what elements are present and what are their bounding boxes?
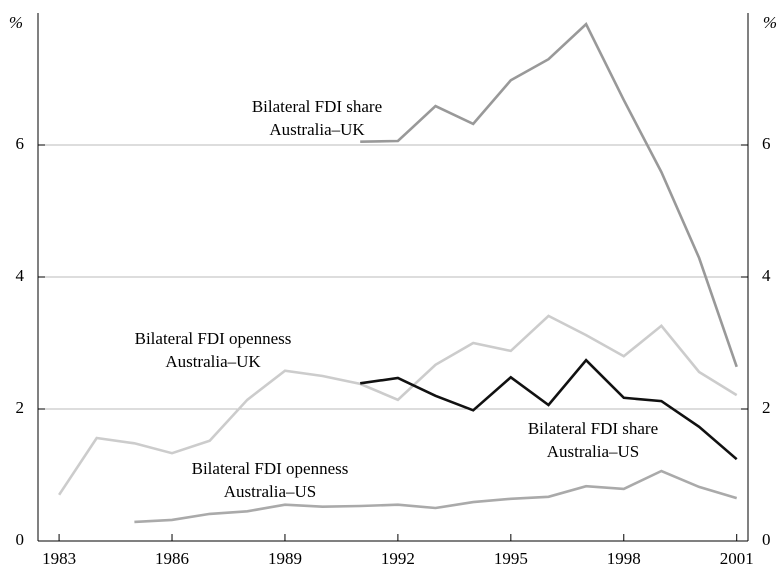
series-label: Australia–US [224, 482, 317, 501]
y-tick-label: 0 [16, 530, 25, 549]
y-tick-label: 6 [16, 134, 25, 153]
x-tick-label: 1986 [155, 549, 189, 568]
y2-tick-label: 2 [762, 398, 771, 417]
y2-tick-label: 6 [762, 134, 771, 153]
series-label: Australia–UK [269, 120, 365, 139]
x-tick-label: 2001 [720, 549, 754, 568]
x-tick-label: 1998 [607, 549, 641, 568]
y-axis-label: % [9, 13, 23, 32]
series-label: Bilateral FDI openness [135, 329, 292, 348]
series-label: Bilateral FDI share [252, 97, 382, 116]
y-tick-label: 4 [16, 266, 25, 285]
series-label: Australia–UK [165, 352, 261, 371]
y-tick-label: 2 [16, 398, 25, 417]
y2-tick-label: 0 [762, 530, 771, 549]
x-tick-label: 1992 [381, 549, 415, 568]
series-label: Australia–US [547, 442, 640, 461]
series-label: Bilateral FDI openness [192, 459, 349, 478]
series-label: Bilateral FDI share [528, 419, 658, 438]
x-tick-label: 1989 [268, 549, 302, 568]
y2-tick-label: 4 [762, 266, 771, 285]
series-line [58, 314, 738, 496]
series-line [360, 22, 738, 368]
y2-axis-label: % [763, 13, 777, 32]
x-tick-label: 1995 [494, 549, 528, 568]
series-line [360, 358, 738, 461]
x-tick-label: 1983 [42, 549, 76, 568]
series-line [134, 469, 738, 524]
